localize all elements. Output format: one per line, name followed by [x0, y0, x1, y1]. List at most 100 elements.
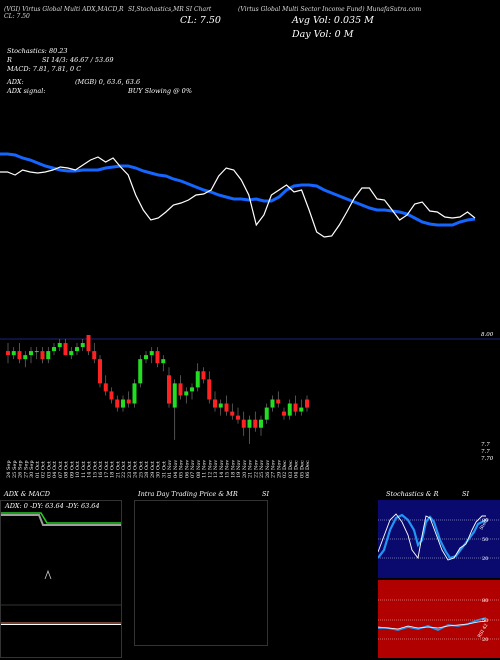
adx-panel-title: ADX & MACD: [4, 490, 50, 498]
price-label-8: 8.00: [481, 332, 494, 338]
stoch-blue-line: [378, 513, 487, 560]
date-label: 09 Oct: [69, 461, 75, 478]
intraday-panel-title: Intra Day Trading Price & MR: [138, 490, 238, 498]
candle-body: [259, 419, 263, 428]
date-label: 04 Dec: [294, 460, 300, 478]
stoch-tag: Stoch: [479, 517, 491, 531]
date-label: 23 Oct: [127, 461, 133, 478]
date-label: 30 Oct: [156, 461, 162, 478]
date-label: 24 Oct: [133, 461, 139, 478]
date-label: 13 Nov: [213, 460, 219, 478]
date-label: 27 Nov: [271, 460, 277, 478]
stochastics-readout: Stochastics: 80.23: [7, 47, 68, 55]
adx-macd-chart: [1, 512, 121, 625]
candle-body: [230, 411, 235, 416]
candle-body: [253, 419, 258, 428]
price-label-77: 7.7: [481, 442, 490, 448]
date-label: 21 Oct: [115, 461, 121, 478]
candle-body: [224, 403, 229, 412]
candle-body: [57, 343, 62, 348]
candle-body: [178, 383, 183, 396]
date-label: 28 Oct: [144, 461, 150, 478]
candle-body: [276, 399, 281, 404]
stoch-white-line: [378, 513, 486, 561]
rsi-white-line: [378, 620, 487, 630]
date-label: 18 Oct: [110, 461, 116, 478]
adx-readout: (MGB) 0, 63.6, 63.6: [75, 78, 141, 86]
candle-body: [282, 411, 286, 416]
date-label: 05 Dec: [299, 460, 305, 478]
candle-body: [109, 391, 114, 400]
candle-body: [184, 391, 189, 396]
candle-body: [52, 347, 56, 352]
candle-body: [144, 355, 148, 360]
date-label: 04 Oct: [52, 461, 58, 478]
date-label: 25 Nov: [259, 460, 265, 478]
date-label: 07 Oct: [58, 461, 64, 478]
date-label: 19 Nov: [236, 460, 242, 478]
date-label: 15 Nov: [225, 460, 231, 478]
stoch-panel-title: Stochastics & R: [386, 490, 439, 498]
candle-body: [305, 399, 309, 408]
date-label: 08 Nov: [196, 460, 202, 478]
candle-body: [34, 351, 39, 353]
date-label: 31 Oct: [161, 461, 167, 478]
date-label: 29 Nov: [276, 460, 282, 478]
candle-body: [86, 334, 91, 352]
candle-body: [167, 375, 171, 404]
adx-values: ADX: 0 -DY: 63.64 -DY: 63.64: [5, 502, 100, 510]
date-label: 16 Oct: [98, 461, 104, 478]
adx-signal-label: ADX signal:: [7, 87, 46, 95]
date-label: 11 Oct: [81, 461, 87, 478]
candle-body: [287, 403, 292, 416]
date-label: 25 Oct: [138, 461, 144, 478]
date-label: 05 Nov: [179, 460, 185, 478]
candle-body: [92, 351, 97, 360]
date-label: 17 Oct: [104, 461, 110, 478]
candle-body: [40, 351, 45, 360]
indicator-header: SI,Stochastics,MR SI Chart: [128, 6, 212, 13]
candle-body: [270, 399, 275, 408]
candle-body: [63, 343, 68, 356]
rsi-level-80: 80: [482, 598, 488, 604]
date-label: 07 Nov: [190, 460, 196, 478]
price-label-770: 7.70: [481, 456, 494, 462]
intraday-si-title: SI: [262, 490, 270, 498]
candle-body: [46, 351, 51, 360]
candle-body: [80, 343, 85, 348]
fund-header: (Virtus Global Multi Sector Income Fund)…: [238, 6, 422, 13]
si-prefix: R: [7, 56, 12, 64]
candle-body: [207, 379, 212, 400]
indicator-lines: [0, 152, 476, 238]
date-label: 12 Nov: [207, 460, 213, 478]
date-label: 27 Sep: [23, 460, 29, 478]
date-label: 03 Dec: [288, 460, 294, 478]
adx-label: ADX:: [7, 78, 24, 86]
stoch-level-80: 80: [482, 518, 488, 524]
date-label: 18 Nov: [230, 460, 236, 478]
date-label: 26 Sep: [18, 460, 24, 478]
candle-body: [247, 419, 252, 428]
stoch-level-20: 20: [482, 556, 488, 562]
candle-body: [11, 351, 16, 356]
intraday-panel: [134, 500, 268, 646]
macd-readout: MACD: 7.81, 7.81, 0 C: [7, 65, 82, 73]
candle-body: [115, 399, 120, 408]
candle-body: [75, 347, 79, 352]
candle-body: [155, 351, 160, 364]
candle-body: [149, 351, 154, 356]
candle-body: [218, 403, 223, 408]
candle-body: [17, 351, 22, 360]
date-label: 15 Oct: [92, 461, 98, 478]
candle-body: [138, 359, 143, 384]
date-label: 06 Dec: [305, 460, 311, 478]
date-label: 20 Nov: [242, 460, 248, 478]
date-label: 14 Oct: [87, 461, 93, 478]
blue-indicator-line: [0, 152, 476, 227]
candle-body: [293, 403, 298, 412]
date-label: 04 Nov: [173, 460, 179, 478]
date-label: 02 Oct: [41, 461, 47, 478]
date-label: 24 Sep: [6, 460, 12, 478]
candle-body: [126, 399, 131, 404]
candle-body: [6, 351, 10, 356]
